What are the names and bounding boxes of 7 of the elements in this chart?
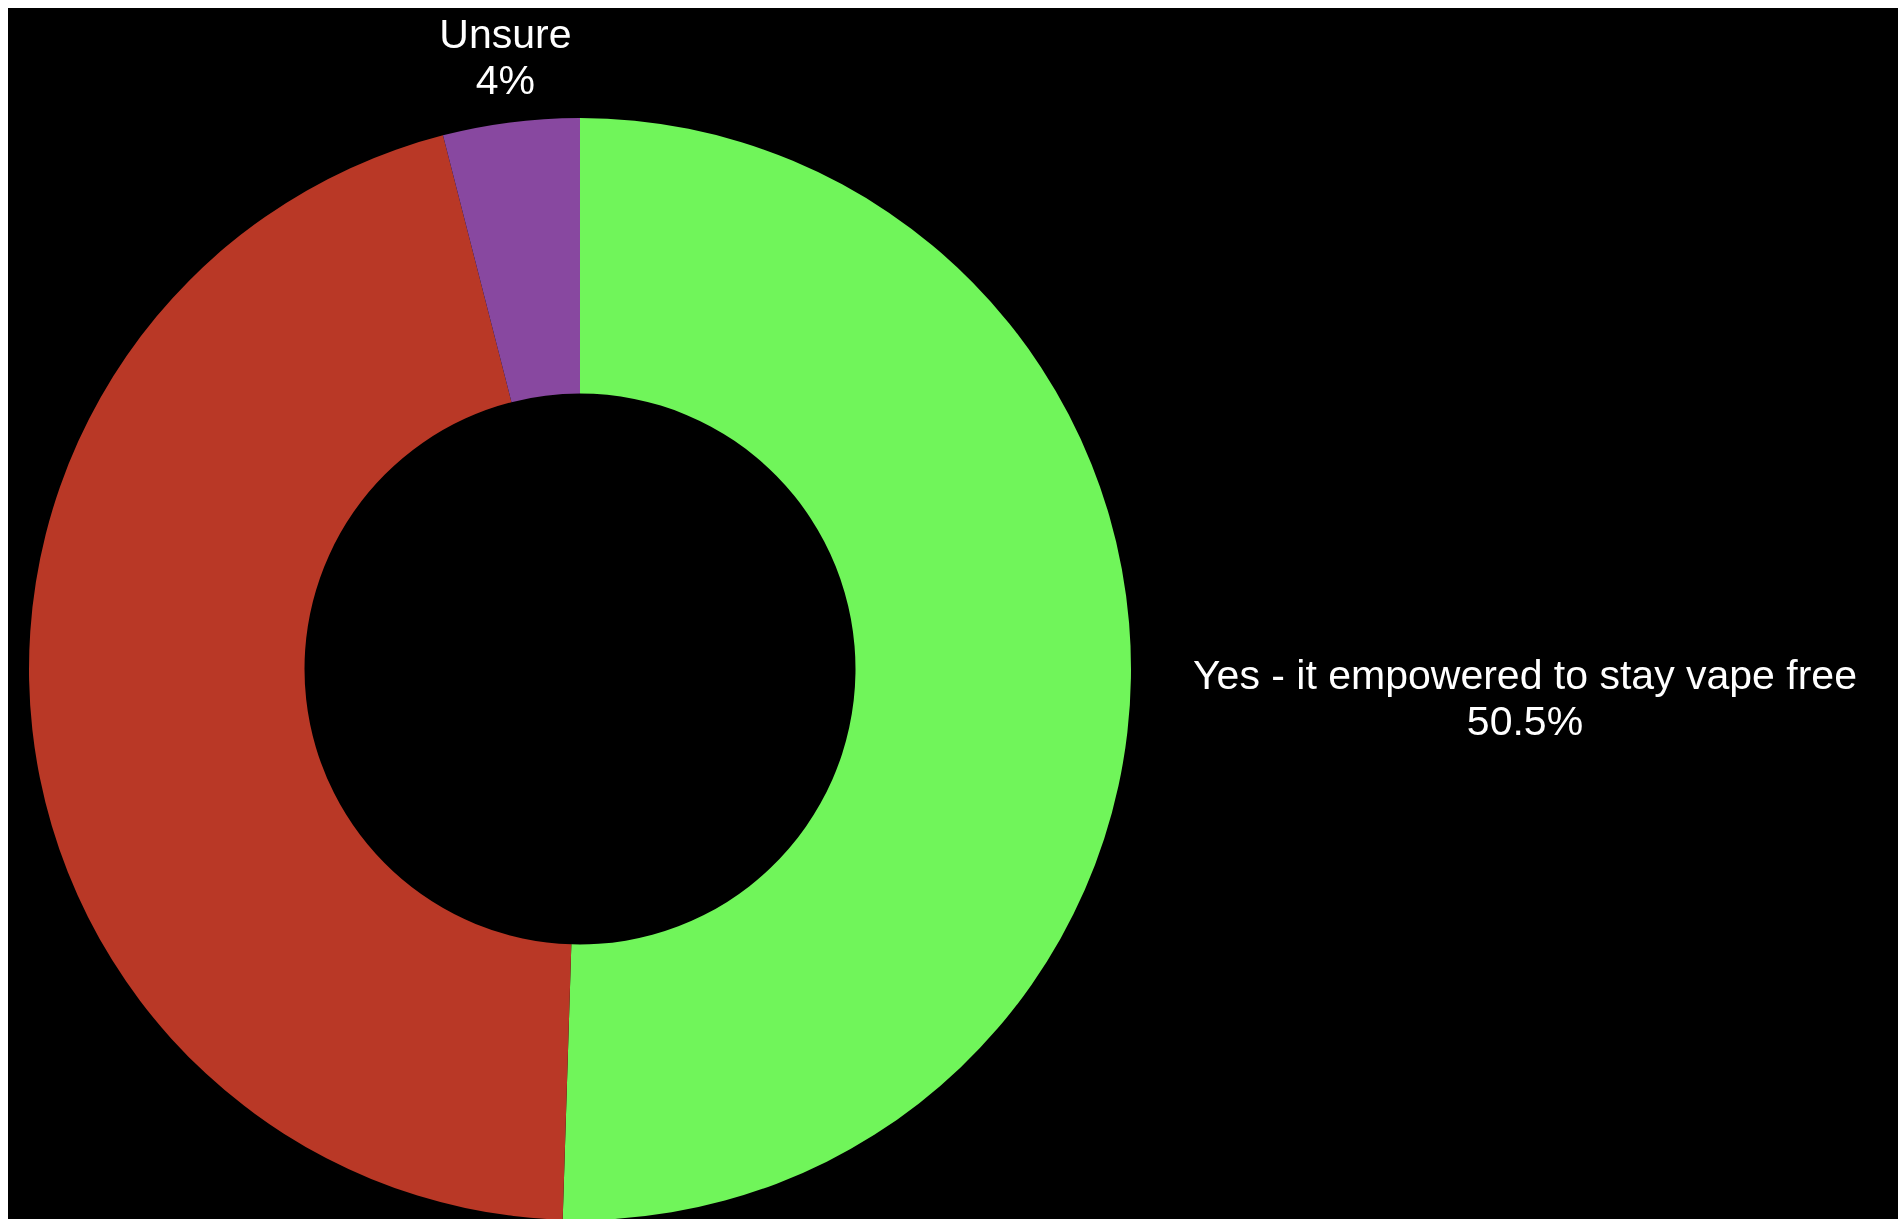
- data-label: 50.5%: [1466, 698, 1584, 745]
- slice-label: Unsure: [439, 11, 572, 57]
- slice-label: Yes - it empowered to stay vape free: [1193, 652, 1857, 699]
- donut-slice: [442, 118, 580, 403]
- donut-slice: [29, 135, 572, 1219]
- donut-slice: [562, 118, 1131, 1219]
- data-label: 4%: [475, 57, 536, 103]
